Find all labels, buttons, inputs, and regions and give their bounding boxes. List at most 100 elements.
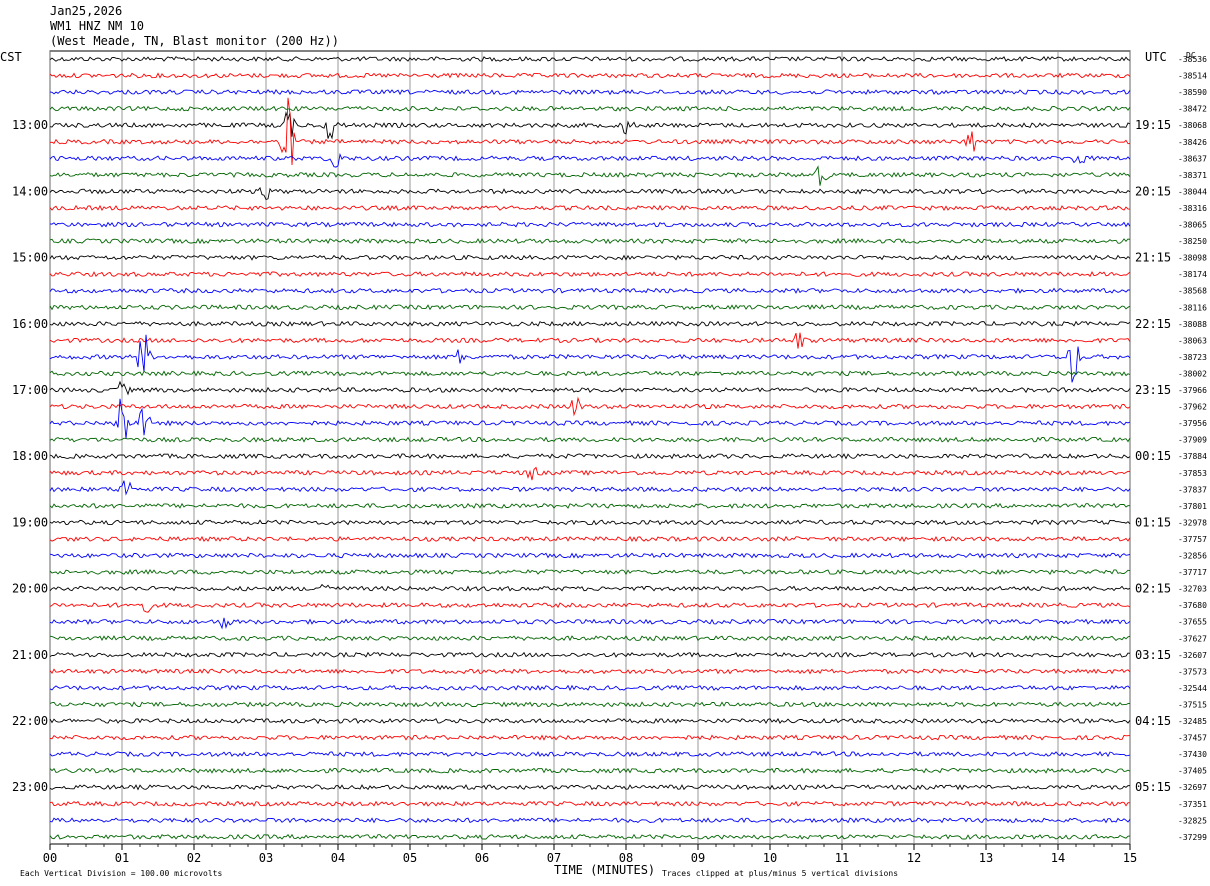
left-hour-label: 19:00 bbox=[12, 515, 48, 529]
right-hour-label: 01:15 bbox=[1135, 515, 1171, 529]
left-hour-label: 17:00 bbox=[12, 383, 48, 397]
seismic-trace bbox=[49, 332, 1131, 349]
seismic-trace bbox=[49, 751, 1131, 758]
seismic-trace bbox=[49, 370, 1131, 377]
seismic-trace bbox=[49, 668, 1131, 675]
right-hour-label: 23:15 bbox=[1135, 383, 1171, 397]
dc-offset-label: -38536 bbox=[1178, 55, 1207, 64]
right-hour-label: 19:15 bbox=[1135, 118, 1171, 132]
header-date: Jan25,2026 bbox=[50, 4, 123, 18]
dc-offset-label: -38426 bbox=[1178, 138, 1207, 147]
right-hour-label: 05:15 bbox=[1135, 780, 1171, 794]
seismic-trace bbox=[49, 254, 1131, 261]
x-tick-label: 11 bbox=[835, 851, 849, 865]
dc-offset-label: -38514 bbox=[1178, 72, 1207, 81]
seismic-trace bbox=[49, 186, 1131, 201]
seismic-trace bbox=[49, 453, 1131, 460]
seismic-trace bbox=[49, 583, 1131, 592]
right-hour-label: 20:15 bbox=[1135, 184, 1171, 198]
dc-offset-label: -38116 bbox=[1178, 303, 1207, 312]
seismic-trace bbox=[49, 72, 1131, 79]
dc-offset-label: -32607 bbox=[1178, 651, 1207, 660]
dc-offset-label: -37627 bbox=[1178, 634, 1207, 643]
left-timezone-label: CST bbox=[0, 50, 22, 64]
dc-offset-label: -38098 bbox=[1178, 254, 1207, 263]
seismic-trace bbox=[49, 833, 1131, 840]
dc-offset-label: -38065 bbox=[1178, 221, 1207, 230]
x-tick-label: 02 bbox=[187, 851, 201, 865]
right-hour-label: 02:15 bbox=[1135, 582, 1171, 596]
seismic-trace bbox=[49, 701, 1131, 708]
dc-offset-label: -32856 bbox=[1178, 552, 1207, 561]
dc-offset-label: -37680 bbox=[1178, 601, 1207, 610]
dc-offset-label: -37853 bbox=[1178, 469, 1207, 478]
dc-offset-label: -37351 bbox=[1178, 800, 1207, 809]
plot-frame bbox=[49, 50, 1131, 845]
right-timezone-label: UTC bbox=[1145, 50, 1167, 64]
seismic-trace bbox=[49, 56, 1131, 63]
seismic-trace bbox=[49, 334, 1131, 383]
seismic-trace bbox=[49, 617, 1131, 630]
x-tick-label: 03 bbox=[259, 851, 273, 865]
seismic-trace bbox=[49, 502, 1131, 509]
left-hour-label: 18:00 bbox=[12, 449, 48, 463]
seismic-trace bbox=[49, 436, 1131, 443]
dc-offset-label: -38637 bbox=[1178, 154, 1207, 163]
left-hour-label: 22:00 bbox=[12, 714, 48, 728]
left-hour-label: 16:00 bbox=[12, 317, 48, 331]
seismic-trace bbox=[49, 535, 1131, 543]
seismic-trace bbox=[49, 204, 1130, 212]
seismic-trace bbox=[49, 396, 1131, 417]
seismic-trace bbox=[49, 287, 1131, 294]
dc-offset-label: -32485 bbox=[1178, 717, 1207, 726]
seismic-trace bbox=[49, 635, 1131, 642]
seismic-trace bbox=[49, 221, 1131, 228]
dc-offset-label: -37801 bbox=[1178, 502, 1207, 511]
dc-offset-label: -38250 bbox=[1178, 237, 1207, 246]
header-station: WM1 HNZ NM 10 bbox=[50, 19, 144, 33]
dc-offset-label: -37299 bbox=[1178, 833, 1207, 842]
seismic-trace bbox=[49, 800, 1131, 807]
seismic-trace bbox=[49, 380, 1131, 396]
dc-offset-label: -37515 bbox=[1178, 700, 1207, 709]
dc-offset-label: -38371 bbox=[1178, 171, 1207, 180]
right-hour-label: 04:15 bbox=[1135, 714, 1171, 728]
left-hour-label: 21:00 bbox=[12, 648, 48, 662]
dc-offset-label: -37966 bbox=[1178, 386, 1207, 395]
dc-offset-label: -37717 bbox=[1178, 568, 1207, 577]
dc-offset-label: -37655 bbox=[1178, 618, 1207, 627]
dc-offset-label: -38068 bbox=[1178, 121, 1207, 130]
dc-offset-label: -37457 bbox=[1178, 734, 1207, 743]
seismic-trace bbox=[49, 651, 1131, 658]
dc-offset-label: -37962 bbox=[1178, 403, 1207, 412]
x-tick-label: 09 bbox=[691, 851, 705, 865]
left-hour-label: 20:00 bbox=[12, 582, 48, 596]
dc-offset-label: -38044 bbox=[1178, 187, 1207, 196]
dc-offset-label: -38174 bbox=[1178, 270, 1207, 279]
dc-offset-label: -38063 bbox=[1178, 336, 1207, 345]
x-tick-label: 06 bbox=[475, 851, 489, 865]
seismic-trace bbox=[49, 237, 1131, 245]
seismic-trace bbox=[49, 684, 1131, 692]
dc-offset-label: -38088 bbox=[1178, 320, 1207, 329]
seismic-trace bbox=[49, 105, 1131, 112]
x-tick-label: 05 bbox=[403, 851, 417, 865]
x-tick-label: 00 bbox=[43, 851, 57, 865]
x-tick-label: 15 bbox=[1123, 851, 1137, 865]
x-axis-label: TIME (MINUTES) bbox=[554, 863, 655, 877]
seismic-trace bbox=[49, 552, 1131, 559]
x-tick-label: 07 bbox=[547, 851, 561, 865]
dc-offset-label: -32978 bbox=[1178, 518, 1207, 527]
header-location: (West Meade, TN, Blast monitor (200 Hz)) bbox=[50, 34, 339, 48]
dc-offset-label: -37757 bbox=[1178, 535, 1207, 544]
right-hour-label: 03:15 bbox=[1135, 648, 1171, 662]
footer-scale-note: Each Vertical Division = 100.00 microvol… bbox=[20, 869, 222, 878]
seismic-trace bbox=[49, 111, 1131, 140]
left-hour-label: 15:00 bbox=[12, 251, 48, 265]
dc-offset-label: -37837 bbox=[1178, 485, 1207, 494]
x-tick-label: 12 bbox=[907, 851, 921, 865]
seismic-trace bbox=[49, 817, 1131, 824]
footer-clip-note: Traces clipped at plus/minus 5 vertical … bbox=[662, 869, 898, 878]
x-tick-label: 08 bbox=[619, 851, 633, 865]
dc-offset-label: -32544 bbox=[1178, 684, 1207, 693]
